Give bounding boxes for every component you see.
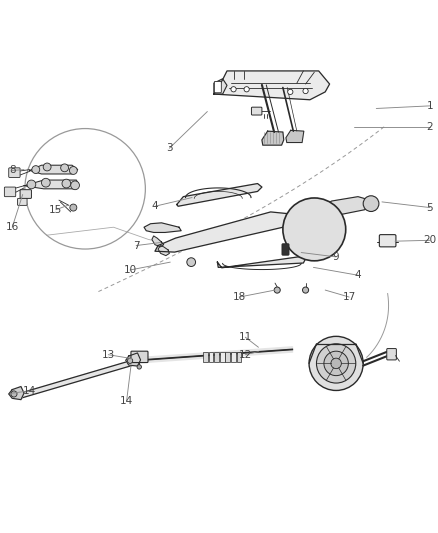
Circle shape xyxy=(274,287,280,293)
FancyBboxPatch shape xyxy=(231,352,236,362)
Circle shape xyxy=(309,336,363,391)
FancyBboxPatch shape xyxy=(226,352,230,362)
Polygon shape xyxy=(155,212,301,252)
Circle shape xyxy=(127,358,133,364)
Circle shape xyxy=(70,204,77,211)
FancyBboxPatch shape xyxy=(251,107,262,115)
Circle shape xyxy=(303,88,308,94)
Polygon shape xyxy=(214,79,227,94)
Polygon shape xyxy=(305,197,373,219)
Circle shape xyxy=(303,287,309,293)
Circle shape xyxy=(231,87,236,92)
Circle shape xyxy=(43,163,51,171)
Circle shape xyxy=(62,179,71,188)
Text: 14: 14 xyxy=(120,396,133,406)
FancyBboxPatch shape xyxy=(203,352,208,362)
Circle shape xyxy=(137,365,141,369)
Polygon shape xyxy=(262,131,284,145)
Text: 13: 13 xyxy=(102,350,115,360)
FancyBboxPatch shape xyxy=(387,349,396,360)
Circle shape xyxy=(304,219,325,240)
Polygon shape xyxy=(24,180,78,189)
FancyBboxPatch shape xyxy=(282,244,289,255)
Text: 14: 14 xyxy=(23,386,36,396)
Text: 10: 10 xyxy=(124,265,137,275)
Polygon shape xyxy=(214,71,329,100)
Circle shape xyxy=(363,196,379,212)
Text: 17: 17 xyxy=(343,292,356,302)
Polygon shape xyxy=(126,353,141,366)
Circle shape xyxy=(283,198,346,261)
Polygon shape xyxy=(22,360,133,398)
FancyBboxPatch shape xyxy=(20,190,32,198)
Text: 4: 4 xyxy=(152,201,158,211)
FancyBboxPatch shape xyxy=(208,352,213,362)
Text: 3: 3 xyxy=(166,143,173,153)
Text: 7: 7 xyxy=(133,240,140,251)
Circle shape xyxy=(244,87,249,92)
Circle shape xyxy=(69,166,77,174)
Circle shape xyxy=(297,212,332,247)
Circle shape xyxy=(324,351,348,376)
Circle shape xyxy=(42,179,50,187)
Circle shape xyxy=(11,391,17,397)
Text: 5: 5 xyxy=(427,203,433,213)
Text: 1: 1 xyxy=(427,101,433,111)
Polygon shape xyxy=(177,183,262,206)
Circle shape xyxy=(187,258,195,266)
Text: 2: 2 xyxy=(427,122,433,132)
Polygon shape xyxy=(286,130,304,142)
FancyBboxPatch shape xyxy=(237,352,241,362)
Circle shape xyxy=(32,166,40,174)
Polygon shape xyxy=(144,223,181,232)
Circle shape xyxy=(290,205,338,253)
Polygon shape xyxy=(217,256,306,268)
Circle shape xyxy=(61,164,68,172)
Circle shape xyxy=(331,358,341,369)
Polygon shape xyxy=(138,347,293,363)
Text: 8: 8 xyxy=(9,165,15,175)
Text: 9: 9 xyxy=(333,252,339,262)
Polygon shape xyxy=(30,165,78,174)
Polygon shape xyxy=(158,246,170,256)
FancyBboxPatch shape xyxy=(214,352,219,362)
Circle shape xyxy=(317,344,356,383)
Text: 4: 4 xyxy=(355,270,361,280)
FancyBboxPatch shape xyxy=(379,235,396,247)
Text: 12: 12 xyxy=(239,350,252,360)
Text: 18: 18 xyxy=(233,292,246,302)
FancyBboxPatch shape xyxy=(9,168,20,177)
Circle shape xyxy=(71,181,79,190)
Circle shape xyxy=(309,224,320,235)
Circle shape xyxy=(288,89,293,94)
Circle shape xyxy=(27,180,36,189)
FancyBboxPatch shape xyxy=(4,187,16,197)
Polygon shape xyxy=(9,386,24,400)
FancyBboxPatch shape xyxy=(18,198,27,205)
Text: 16: 16 xyxy=(6,222,19,232)
FancyBboxPatch shape xyxy=(220,352,225,362)
Text: 15: 15 xyxy=(49,205,63,215)
FancyBboxPatch shape xyxy=(131,351,148,362)
Text: 20: 20 xyxy=(424,235,437,245)
FancyBboxPatch shape xyxy=(214,82,221,93)
Polygon shape xyxy=(152,236,164,247)
Text: 11: 11 xyxy=(239,332,252,342)
